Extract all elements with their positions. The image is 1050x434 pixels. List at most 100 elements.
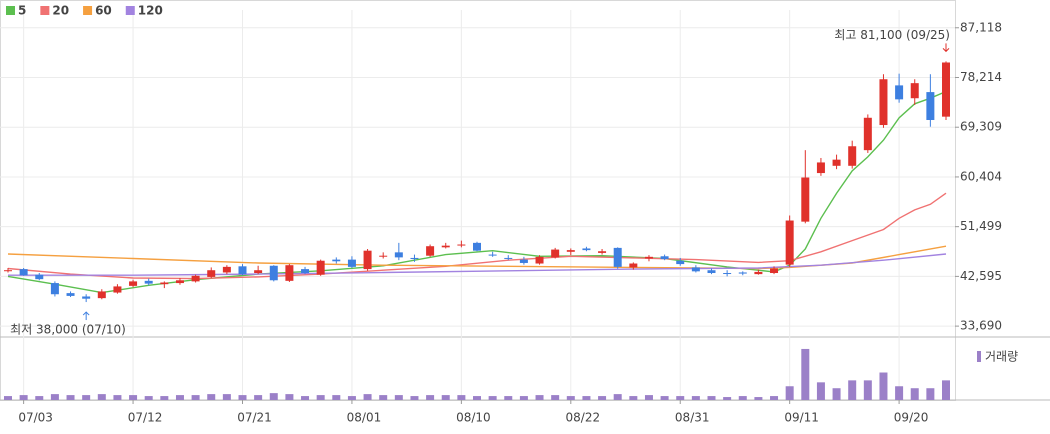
candle-body: [723, 273, 732, 275]
candle-body: [50, 283, 59, 295]
volume-bar: [379, 395, 388, 400]
volume-bar: [97, 394, 106, 400]
legend-label: 120: [138, 4, 163, 18]
ma-line: [8, 253, 947, 276]
candle-body: [754, 271, 763, 275]
volume-bar: [551, 395, 560, 400]
volume-bar: [129, 395, 138, 400]
candle-body: [910, 83, 919, 99]
volume-bar: [832, 388, 841, 400]
candle-body: [301, 269, 310, 274]
y-tick-label: 69,309: [960, 120, 1002, 134]
candle-body: [895, 85, 904, 100]
candle-body: [144, 280, 153, 284]
volume-bar: [363, 394, 372, 400]
candle-body: [551, 249, 560, 258]
candle-body: [848, 146, 857, 166]
candle-body: [4, 270, 12, 272]
legend-swatch: [40, 6, 50, 15]
volume-bar: [629, 396, 638, 400]
candle-body: [82, 296, 91, 299]
plot-frame: [0, 0, 956, 401]
volume-bar: [910, 388, 919, 400]
candle-body: [441, 245, 450, 248]
legend-swatch: [125, 6, 135, 15]
volume-bar: [566, 396, 575, 400]
volume-bar: [441, 395, 450, 400]
volume-bar: [175, 395, 184, 400]
x-tick-label: 09/20: [894, 411, 929, 425]
volume-bar: [50, 394, 59, 400]
y-tick-label: 78,214: [960, 70, 1002, 84]
candle-body: [238, 266, 247, 275]
volume-bar: [707, 396, 716, 400]
legend-swatch: [6, 6, 15, 15]
candle-body: [207, 270, 216, 277]
candle-body: [707, 270, 716, 274]
candle-body: [457, 244, 466, 246]
volume-bar: [816, 382, 825, 400]
volume-bar: [660, 396, 669, 400]
volume-bar: [785, 386, 794, 400]
candle-body: [191, 275, 200, 282]
volume-legend-swatch: [977, 351, 981, 362]
candle-body: [535, 256, 544, 264]
candle-body: [598, 251, 607, 253]
candle-body: [129, 281, 138, 286]
candle-body: [691, 267, 700, 272]
volume-bar: [457, 395, 466, 400]
volume-bar: [863, 380, 872, 400]
x-tick-label: 08/01: [347, 411, 382, 425]
legend-swatch: [83, 6, 93, 15]
candle-body: [363, 250, 372, 270]
legend-label: 5: [18, 4, 26, 18]
volume-bar: [269, 393, 278, 400]
candle-body: [582, 248, 591, 251]
volume-bar: [222, 394, 231, 400]
volume-bar: [19, 395, 28, 400]
candle-body: [801, 177, 810, 222]
candle-body: [629, 263, 638, 268]
annotation: 최저 38,000 (07/10): [10, 323, 126, 337]
volume-bar: [238, 395, 247, 400]
candle-body: [785, 220, 794, 265]
ma-line: [7, 192, 947, 280]
volume-bar: [488, 396, 497, 400]
volume-bar: [82, 395, 91, 400]
candle-body: [832, 159, 841, 166]
volume-bar: [191, 395, 200, 400]
volume-bar: [848, 380, 857, 400]
volume-bar: [582, 396, 591, 400]
candle-body: [879, 79, 888, 126]
candle-body: [35, 274, 44, 280]
volume-bar: [519, 396, 528, 400]
candle-body: [488, 254, 497, 256]
y-tick-label: 60,404: [960, 169, 1002, 183]
volume-bar: [738, 396, 747, 400]
volume-bar: [504, 396, 513, 400]
volume-bar: [394, 395, 403, 400]
volume-bar: [691, 396, 700, 400]
x-tick-label: 09/11: [784, 411, 819, 425]
candle-body: [926, 92, 935, 121]
annotation-arrowhead: [82, 311, 90, 316]
candle-body: [770, 268, 779, 274]
volume-bar: [332, 395, 341, 400]
y-tick-label: 87,118: [960, 20, 1002, 34]
volume-bar: [801, 348, 810, 400]
volume-bar: [254, 395, 263, 400]
volume-bar: [144, 396, 153, 400]
candle-body: [160, 282, 169, 285]
volume-bar: [613, 394, 622, 400]
candle-body: [504, 257, 513, 259]
candle-body: [66, 293, 75, 296]
candle-body: [738, 272, 747, 274]
candle-body: [676, 260, 685, 265]
candle-body: [113, 286, 122, 293]
volume-bar: [207, 394, 216, 400]
volume-bar: [895, 386, 904, 400]
candle-body: [644, 256, 653, 259]
volume-bar: [66, 395, 75, 400]
candle-body: [394, 252, 403, 258]
